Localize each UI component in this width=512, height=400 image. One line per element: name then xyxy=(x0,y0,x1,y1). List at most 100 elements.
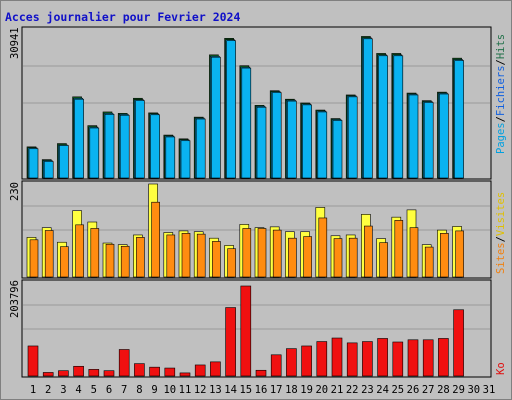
bar-ko xyxy=(58,370,69,377)
bar-pages xyxy=(119,114,130,179)
bar-sites xyxy=(181,233,191,278)
bar-sites xyxy=(44,230,54,278)
bar-sites xyxy=(90,228,100,278)
bar-pages xyxy=(378,55,388,179)
legend-hits: Hits xyxy=(495,34,507,59)
bar-sites xyxy=(288,237,297,278)
bar-pages xyxy=(150,114,160,179)
bar-ko xyxy=(27,345,39,377)
bar-ko xyxy=(422,339,434,377)
bar-pages xyxy=(317,111,328,179)
bar-sites xyxy=(242,228,252,278)
bar-pages xyxy=(74,98,84,179)
bar-ko xyxy=(286,348,297,377)
x-tick-label: 2 xyxy=(45,384,51,396)
x-tick-label: 30 xyxy=(467,384,480,396)
bar-sites xyxy=(348,237,358,278)
x-tick-label: 11 xyxy=(179,384,192,396)
x-tick-label: 22 xyxy=(346,384,359,396)
x-tick-label: 19 xyxy=(300,384,313,396)
bars xyxy=(26,36,464,377)
bar-ko xyxy=(270,354,282,377)
x-tick-label: 16 xyxy=(255,384,268,396)
x-tick-label: 26 xyxy=(407,384,420,396)
bar-sites xyxy=(424,246,434,278)
x-tick-label: 13 xyxy=(209,384,222,396)
bar-ko xyxy=(134,363,145,377)
bar-pages xyxy=(423,102,434,179)
bar-sites xyxy=(364,225,373,278)
bar-ko xyxy=(240,285,252,377)
bar-pages xyxy=(135,100,145,179)
bar-ko xyxy=(194,364,206,377)
bar-pages xyxy=(287,100,297,179)
bar-sites xyxy=(196,233,206,278)
bar-sites xyxy=(166,234,176,278)
max-label-visits: 230 xyxy=(9,182,21,201)
legend-sites: Sites xyxy=(495,242,507,274)
bar-ko xyxy=(407,339,419,377)
bar-pages xyxy=(347,96,358,179)
bar-ko xyxy=(179,372,191,377)
bar-pages xyxy=(211,56,221,179)
x-tick-label: 9 xyxy=(151,384,157,396)
bar-pages xyxy=(89,127,100,179)
bar-pages xyxy=(332,120,343,179)
bar-sites xyxy=(29,239,39,278)
x-tick-label: 21 xyxy=(331,384,344,396)
bar-pages xyxy=(28,148,39,179)
x-tick-label: 29 xyxy=(452,384,465,396)
bar-pages xyxy=(408,94,419,179)
bar-ko xyxy=(164,367,176,377)
bar-ko xyxy=(73,365,84,377)
bar-pages xyxy=(393,55,404,179)
bar-sites xyxy=(394,220,404,278)
x-tick-label: 3 xyxy=(60,384,66,396)
bar-pages xyxy=(180,140,191,179)
bar-sites xyxy=(409,227,419,278)
bar-pages xyxy=(59,145,69,179)
bar-sites xyxy=(227,248,236,278)
x-tick-label: 31 xyxy=(483,384,496,396)
x-tick-label: 12 xyxy=(194,384,207,396)
bar-sites xyxy=(120,245,130,278)
bar-sites xyxy=(303,236,312,278)
bar-sites xyxy=(60,246,69,278)
bar-ko xyxy=(438,338,449,377)
bar-ko xyxy=(149,366,160,377)
x-tick-label: 27 xyxy=(422,384,435,396)
bar-pages xyxy=(104,113,115,179)
max-label-hits: 30941 xyxy=(9,27,21,59)
legend-pages: Pages xyxy=(495,122,507,154)
bar-ko xyxy=(377,338,388,377)
bar-pages xyxy=(43,161,54,179)
legend-visits: Visites xyxy=(495,192,507,236)
bar-pages xyxy=(241,67,252,179)
bar-ko xyxy=(225,307,236,377)
bar-pages xyxy=(363,38,373,179)
bar-pages xyxy=(439,93,449,179)
bar-ko xyxy=(331,337,343,377)
bar-sites xyxy=(318,217,328,278)
bar-ko xyxy=(255,369,267,377)
bar-ko xyxy=(103,370,115,377)
bar-pages xyxy=(256,106,267,179)
bar-pages xyxy=(165,136,176,179)
bar-ko xyxy=(392,341,404,377)
bar-ko xyxy=(301,345,312,377)
legend-separator: / xyxy=(495,236,507,242)
x-tick-label: 7 xyxy=(121,384,127,396)
x-tick-label: 8 xyxy=(136,384,142,396)
bar-sites xyxy=(455,230,464,278)
x-tick-label: 15 xyxy=(239,384,252,396)
x-tick-label: 23 xyxy=(361,384,374,396)
bar-sites xyxy=(105,243,115,278)
x-tick-label: 28 xyxy=(437,384,450,396)
x-tick-label: 17 xyxy=(270,384,283,396)
bar-ko xyxy=(316,341,328,377)
bar-ko xyxy=(210,361,221,377)
max-label-ko: 203796 xyxy=(9,280,21,318)
x-tick-label: 5 xyxy=(91,384,97,396)
